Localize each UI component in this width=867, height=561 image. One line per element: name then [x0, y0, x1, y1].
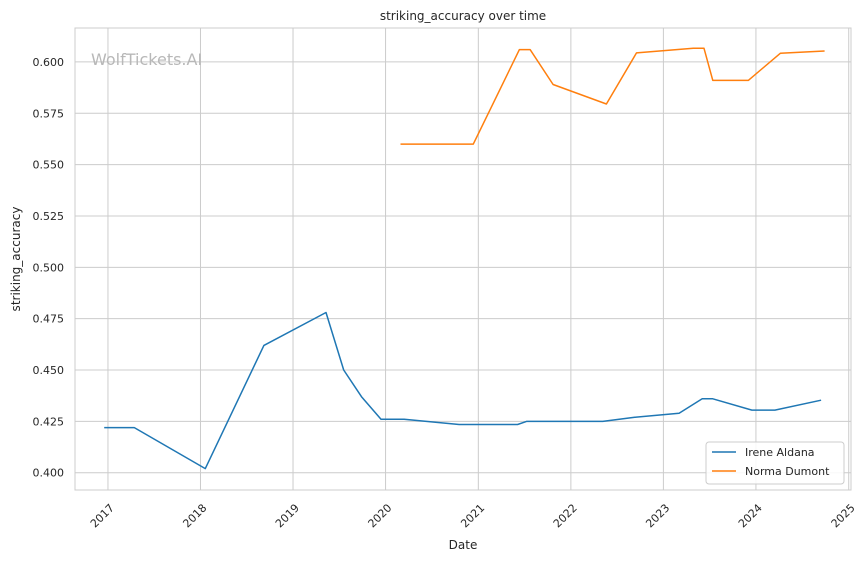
- series-layer: [104, 47, 825, 470]
- plot-area: [74, 27, 852, 491]
- y-axis: 0.400 0.425 0.450 0.475 0.500 0.525 0.550 0.575…: [33, 56, 65, 480]
- x-tick-label: 2020: [366, 501, 395, 530]
- x-tick-label: 2024: [736, 501, 765, 530]
- y-tick-label: 0.400: [33, 467, 65, 480]
- legend: Irene Aldana Norma Dumont: [705, 441, 845, 485]
- x-tick-label: 2022: [551, 501, 580, 530]
- x-axis: 2017 2018 2019 2020 2021 2022 2023 2024 2025: [88, 501, 858, 530]
- legend-label-norma-dumont: Norma Dumont: [745, 465, 830, 478]
- x-tick-label: 2019: [273, 501, 302, 530]
- series-line-irene-aldana: [104, 311, 822, 470]
- y-tick-label: 0.550: [33, 159, 65, 172]
- chart-title: striking_accuracy over time: [380, 9, 546, 23]
- x-tick-label: 2021: [458, 501, 487, 530]
- y-axis-label: striking_accuracy: [9, 207, 23, 312]
- x-tick-label: 2025: [829, 501, 858, 530]
- x-axis-label: Date: [449, 538, 478, 552]
- y-tick-label: 0.575: [33, 107, 65, 120]
- series-line-norma-dumont: [400, 47, 825, 145]
- legend-label-irene-aldana: Irene Aldana: [745, 446, 815, 459]
- y-tick-label: 0.425: [33, 415, 65, 428]
- y-tick-label: 0.500: [33, 261, 65, 274]
- y-tick-label: 0.600: [33, 56, 65, 69]
- grid: [75, 28, 851, 490]
- x-tick-label: 2023: [643, 501, 672, 530]
- x-tick-label: 2018: [180, 501, 209, 530]
- x-tick-label: 2017: [88, 501, 117, 530]
- y-tick-label: 0.450: [33, 364, 65, 377]
- watermark: WolfTickets.AI: [91, 50, 202, 69]
- legend-box: [705, 441, 845, 485]
- y-tick-label: 0.475: [33, 313, 65, 326]
- y-tick-label: 0.525: [33, 210, 65, 223]
